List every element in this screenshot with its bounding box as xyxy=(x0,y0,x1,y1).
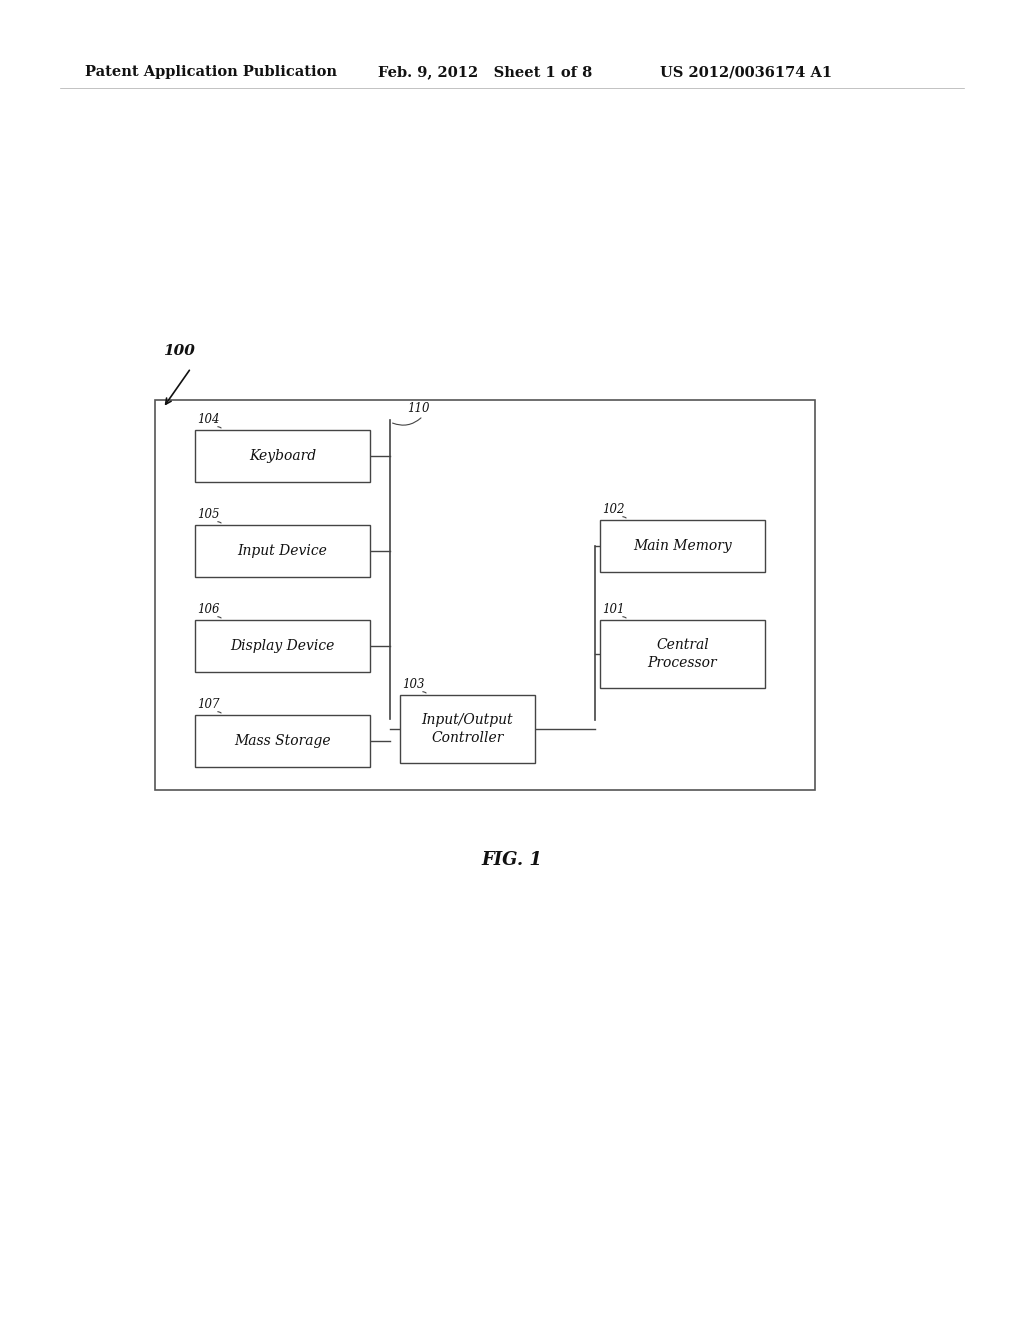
Text: 100: 100 xyxy=(163,345,195,358)
Text: Mass Storage: Mass Storage xyxy=(234,734,331,748)
Text: 105: 105 xyxy=(197,508,219,521)
Bar xyxy=(195,525,370,577)
Text: 101: 101 xyxy=(602,603,625,616)
Text: Central
Processor: Central Processor xyxy=(648,638,718,671)
Bar xyxy=(400,696,535,763)
Bar xyxy=(155,400,815,789)
Text: Keyboard: Keyboard xyxy=(249,449,316,463)
Text: 106: 106 xyxy=(197,603,219,616)
Text: US 2012/0036174 A1: US 2012/0036174 A1 xyxy=(660,65,833,79)
Text: Main Memory: Main Memory xyxy=(633,539,732,553)
Text: Display Device: Display Device xyxy=(230,639,335,653)
Text: Input Device: Input Device xyxy=(238,544,328,558)
Text: Input/Output
Controller: Input/Output Controller xyxy=(422,713,513,746)
Text: 104: 104 xyxy=(197,413,219,426)
Bar xyxy=(600,520,765,572)
Text: Patent Application Publication: Patent Application Publication xyxy=(85,65,337,79)
Bar xyxy=(600,620,765,688)
Text: 110: 110 xyxy=(407,403,429,414)
Text: FIG. 1: FIG. 1 xyxy=(481,851,543,869)
Text: 107: 107 xyxy=(197,698,219,711)
Text: Feb. 9, 2012   Sheet 1 of 8: Feb. 9, 2012 Sheet 1 of 8 xyxy=(378,65,592,79)
Bar xyxy=(195,430,370,482)
Bar xyxy=(195,715,370,767)
Text: 103: 103 xyxy=(402,678,425,690)
Bar xyxy=(195,620,370,672)
Text: 102: 102 xyxy=(602,503,625,516)
